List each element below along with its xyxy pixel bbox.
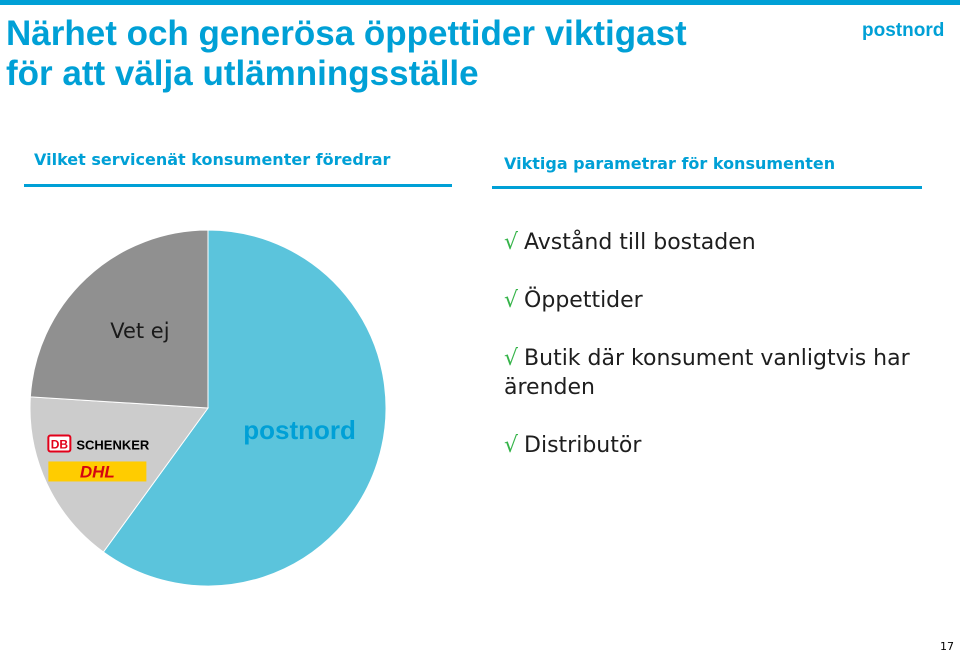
parameter-list: √ Avstånd till bostaden √ Öppettider √ Buti… (504, 228, 954, 489)
list-item: √ Öppettider (504, 286, 954, 315)
right-heading: Viktiga parametrar för konsumenten (504, 154, 836, 173)
title-line-2: för att välja utlämningsställe (6, 54, 479, 93)
check-icon: √ (504, 433, 519, 458)
list-item: √ Avstånd till bostaden (504, 228, 954, 257)
list-item: √ Distributör (504, 431, 954, 460)
list-item-text: Öppettider (524, 288, 643, 313)
postnord-logo: postnord (862, 20, 944, 41)
pie-slice (29, 229, 209, 409)
postnord-logo-text: postnord (862, 20, 944, 41)
list-item-text: Butik där konsument vanligtvis har ärend… (504, 346, 910, 400)
pie-slice-label: postnord (243, 415, 356, 445)
check-icon: √ (504, 230, 519, 255)
left-heading: Vilket servicenät konsumenter föredrar (34, 150, 391, 169)
list-item-text: Avstånd till bostaden (524, 230, 756, 255)
pie-slice-label: Vet ej (110, 319, 169, 343)
pie-slice-text: Vet ej (110, 319, 169, 343)
pie-chart: postnord DB SCHENKER DHL Vet ej (29, 229, 387, 587)
pie-slice (102, 229, 387, 587)
left-heading-rule (24, 184, 452, 187)
title-line-1: Närhet och generösa öppettider viktigast (6, 14, 687, 53)
schenker-logo-text: SCHENKER (76, 437, 150, 452)
dhl-logo-text: DHL (80, 462, 115, 481)
pie-slice-label: DB SCHENKER DHL (47, 434, 150, 482)
postnord-slice-logo: postnord (243, 415, 356, 445)
db-logo-box (47, 434, 72, 453)
top-accent-bar (0, 0, 960, 5)
right-heading-rule (492, 186, 922, 189)
list-item-text: Distributör (524, 433, 642, 458)
check-icon: √ (504, 288, 519, 313)
db-logo-text: DB (51, 437, 69, 451)
check-icon: √ (504, 346, 519, 371)
dhl-logo-box (48, 461, 147, 482)
page-number: 17 (940, 640, 954, 653)
list-item: √ Butik där konsument vanligtvis har ären… (504, 344, 954, 402)
slide-title: Närhet och generösa öppettider viktigast… (6, 14, 856, 94)
